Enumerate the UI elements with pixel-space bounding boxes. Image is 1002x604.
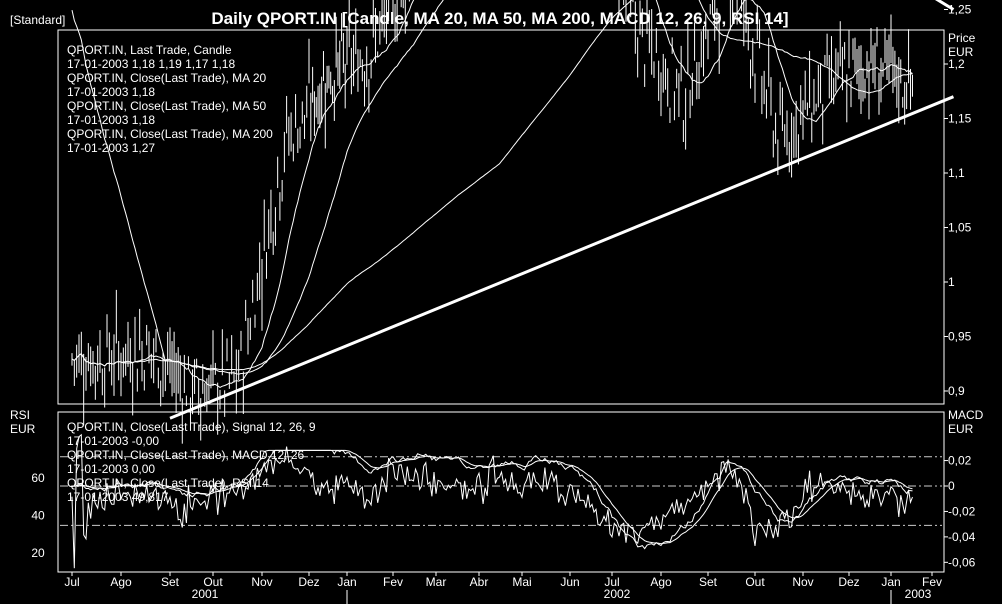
month-label: Dez [838,575,859,589]
price-info-line: 17-01-2003 1,18 1,19 1,17 1,18 [67,57,235,71]
price-info-line: QPORT.IN, Close(Last Trade), MA 200 [67,127,273,141]
macd-tick-label: 0,02 [948,454,972,468]
price-tick-label: 1,15 [948,112,972,126]
indicator-info-line: QPORT.IN, Close(Last Trade), Signal 12, … [67,420,316,434]
price-tick-label: 0,95 [948,330,972,344]
month-label: Jan [337,575,356,589]
macd-signal-line [71,449,913,545]
month-label: Out [745,575,765,589]
x-axis-years: 2001 2002 2003 [192,587,932,604]
month-label: Nov [251,575,272,589]
indicator-info-line: 17-01-2003 49,817 [67,490,169,504]
price-tick-label: 1,2 [948,57,965,71]
month-label: Mai [512,575,531,589]
month-label: Out [203,575,223,589]
rsi-tick-label: 60 [31,471,45,485]
macd-tick-label: -0,02 [948,504,976,518]
price-unit-bottom: EUR [948,45,974,59]
price-info-line: QPORT.IN, Last Trade, Candle [67,43,232,57]
indicator-info-line: QPORT.IN, Close(Last Trade), MACD 12, 26 [67,448,305,462]
ma50-line [71,0,913,375]
rsi-unit: EUR [10,422,36,436]
rsi-line [71,433,913,569]
month-label: Ago [650,575,672,589]
price-tick-label: 1,25 [948,3,972,17]
year-label: 2002 [604,587,631,601]
macd-y-ticks: 0,02 0 -0,02 -0,04 -0,06 [944,454,976,569]
month-label: Jan [881,575,900,589]
indicator-lines [71,0,955,569]
indicator-info-line: QPORT.IN, Close(Last Trade), RSI 14 [67,476,269,490]
month-label: Fev [383,575,403,589]
month-label: Fev [922,575,942,589]
price-tick-label: 0,9 [948,384,965,398]
support-trendline [169,95,955,420]
month-label: Jul [604,575,619,589]
month-label: Jul [64,575,79,589]
indicator-info-legend: QPORT.IN, Close(Last Trade), Signal 12, … [67,420,316,504]
price-info-line: 17-01-2003 1,18 [67,113,155,127]
price-tick-label: 1,05 [948,221,972,235]
year-label: 2001 [192,587,219,601]
price-info-line: QPORT.IN, Close(Last Trade), MA 20 [67,71,267,85]
macd-line [71,449,913,550]
price-info-line: 17-01-2003 1,27 [67,141,155,155]
month-label: Dez [298,575,319,589]
price-info-line: QPORT.IN, Close(Last Trade), MA 50 [67,99,267,113]
macd-label: MACD [948,408,984,422]
month-label: Ago [110,575,132,589]
macd-tick-label: 0 [948,479,955,493]
price-info-line: 17-01-2003 1,18 [67,85,155,99]
macd-unit: EUR [948,422,974,436]
month-label: Nov [792,575,813,589]
month-label: Abr [470,575,489,589]
ma20-line [71,0,913,388]
price-unit-top: Price [948,31,976,45]
rsi-label: RSI [10,408,30,422]
indicator-info-line: 17-01-2003 -0,00 [67,434,159,448]
month-label: Jun [560,575,579,589]
mode-label[interactable]: [Standard] [10,13,65,27]
x-axis-months: Jul Ago Set Out Nov Dez Jan Fev Mar Abr Mai Jun Jul A… [64,572,942,589]
rsi-tick-label: 20 [31,546,45,560]
reference-lines [60,456,942,526]
month-label: Set [161,575,180,589]
month-label: Set [699,575,718,589]
price-panel-frame [57,29,945,405]
rsi-y-ticks: 20 40 60 [31,471,45,560]
macd-tick-label: -0,06 [948,555,976,569]
month-label: Mar [426,575,447,589]
year-label: 2003 [905,587,932,601]
chart-title: Daily QPORT.IN [Candle, MA 20, MA 50, MA… [211,9,788,28]
candles [71,0,913,444]
price-tick-label: 1,1 [948,166,965,180]
price-tick-label: 1 [948,275,955,289]
macd-tick-label: -0,04 [948,530,976,544]
indicator-info-line: 17-01-2003 0,00 [67,462,155,476]
ma200-line [71,0,633,371]
rsi-tick-label: 40 [31,509,45,523]
